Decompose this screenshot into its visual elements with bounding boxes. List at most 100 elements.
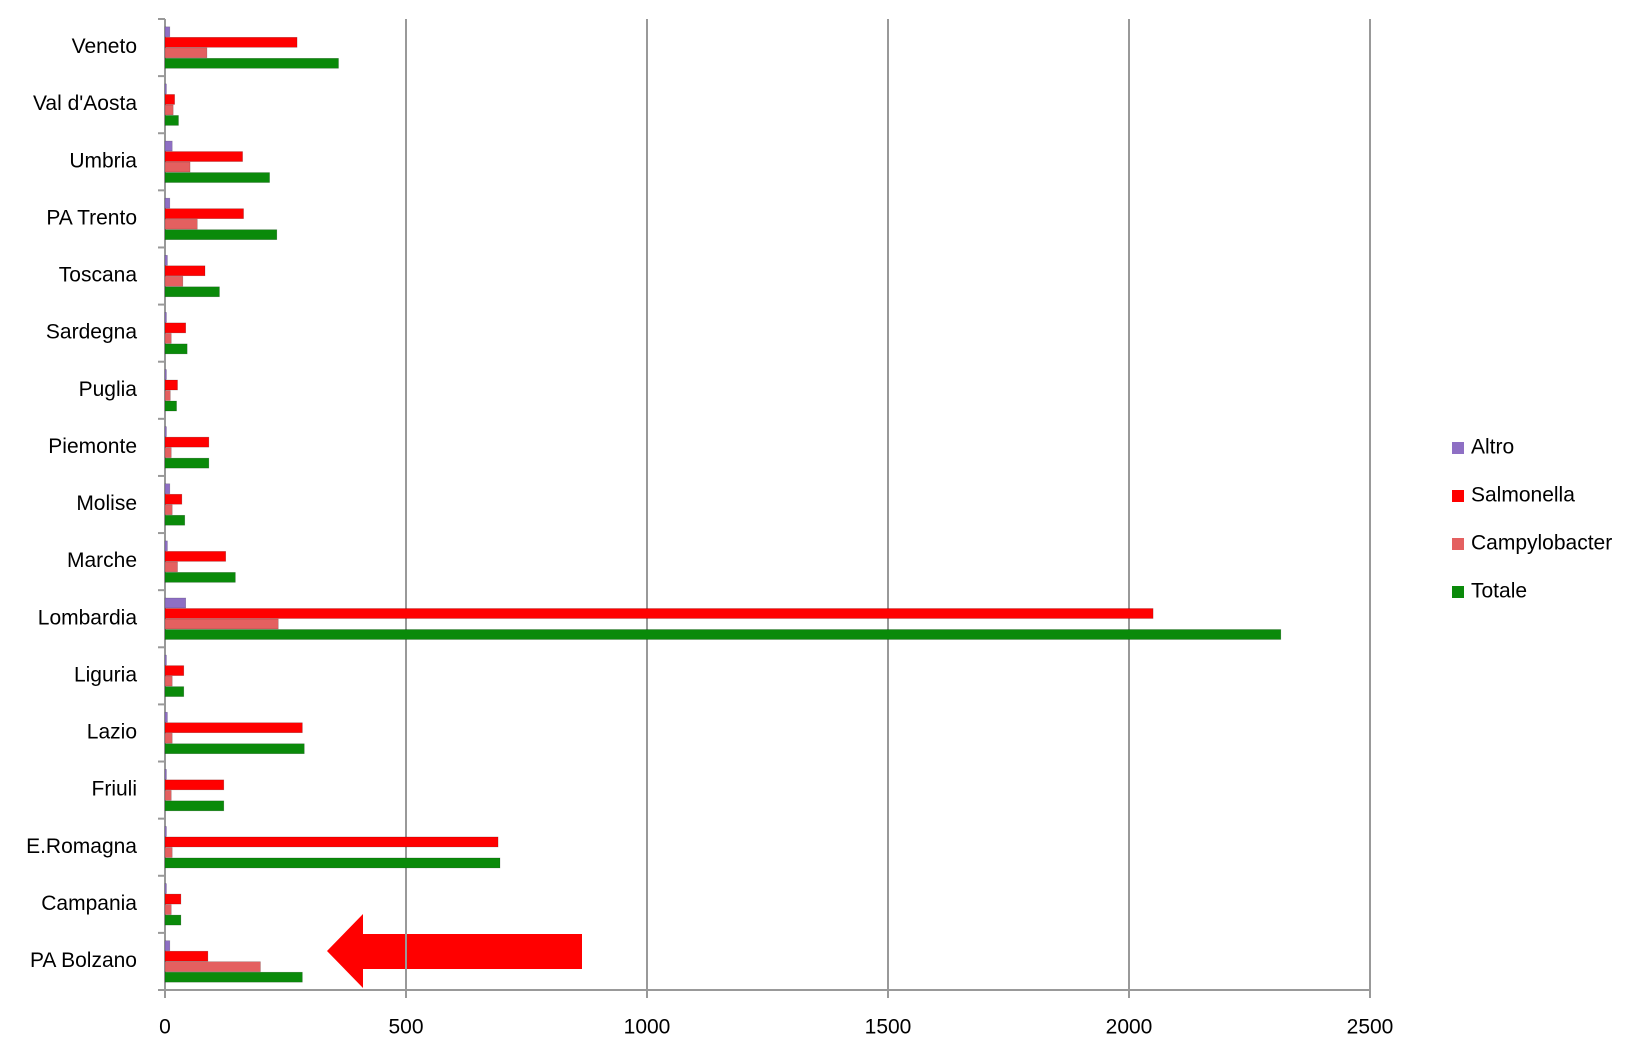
bar [164, 140, 173, 152]
bar [164, 426, 167, 437]
bar [164, 800, 225, 812]
bar [164, 172, 270, 183]
y-tick-label: E.Romagna [26, 835, 137, 858]
grid [405, 19, 1371, 990]
bar [164, 893, 182, 905]
bar [164, 572, 236, 583]
bar [164, 343, 188, 355]
y-tick-label: Campania [41, 892, 137, 915]
bar [164, 457, 210, 469]
legend-label: Altro [1471, 436, 1514, 459]
bar [164, 493, 183, 505]
bar [164, 665, 185, 676]
bar [164, 629, 1282, 640]
legend-swatch [1452, 586, 1464, 598]
bar [164, 390, 171, 401]
y-tick-label: Liguria [74, 663, 137, 686]
bar [164, 333, 172, 344]
bar [164, 790, 172, 801]
bar [164, 618, 279, 630]
bar [164, 115, 179, 126]
x-tick-label: 2500 [1347, 1016, 1394, 1039]
bar [164, 265, 206, 277]
legend-swatch [1452, 442, 1464, 454]
bar [164, 47, 208, 59]
bar [164, 400, 177, 412]
legend-label: Salmonella [1471, 484, 1575, 507]
bar [164, 654, 167, 666]
bar [164, 197, 171, 209]
y-tick-label: Puglia [79, 378, 138, 401]
bar [164, 514, 186, 526]
x-tick-label: 0 [159, 1016, 171, 1039]
bar [164, 312, 167, 323]
y-tick-label: Umbria [69, 149, 137, 172]
bar [164, 379, 178, 391]
bar [164, 743, 305, 755]
bar [164, 914, 182, 926]
bar [164, 826, 167, 837]
bar [164, 711, 168, 723]
bar [164, 551, 227, 562]
legend-label: Totale [1471, 580, 1527, 603]
y-tick-label: Veneto [72, 35, 137, 58]
bar [164, 769, 167, 780]
bar [164, 940, 171, 951]
bar [164, 883, 167, 894]
bar [164, 971, 303, 983]
bar [164, 436, 210, 448]
y-tick-label: Toscana [59, 264, 138, 287]
bar [164, 104, 174, 116]
bar [164, 286, 220, 298]
bar [164, 950, 209, 962]
bar [164, 597, 187, 609]
bar [164, 686, 185, 697]
bar [164, 504, 173, 516]
bar [164, 447, 172, 458]
bar [164, 961, 261, 972]
y-tick-label: Val d'Aosta [33, 92, 137, 115]
bar [164, 779, 225, 791]
legend-label: Campylobacter [1471, 532, 1612, 555]
bar [164, 722, 303, 734]
bar [164, 151, 243, 162]
y-tick-label: Sardegna [46, 321, 137, 344]
bar [164, 322, 187, 334]
x-tick-label: 500 [388, 1016, 423, 1039]
bar [164, 836, 499, 848]
bar [164, 540, 168, 552]
bar [164, 561, 178, 573]
bar [164, 229, 278, 240]
y-tick-label: PA Bolzano [30, 949, 137, 972]
y-tick-label: Lombardia [38, 606, 138, 629]
x-tick-label: 2000 [1106, 1016, 1153, 1039]
legend-swatch [1452, 490, 1464, 502]
bar [164, 208, 244, 219]
y-tick-label: Friuli [92, 778, 138, 801]
bar [164, 857, 501, 869]
bar [164, 904, 172, 915]
bar [164, 275, 184, 287]
bar [164, 37, 298, 48]
x-tick-label: 1500 [865, 1016, 912, 1039]
y-tick-label: Piemonte [48, 435, 137, 458]
bar [164, 608, 1154, 619]
bar [164, 26, 171, 38]
arrow [327, 914, 582, 988]
x-tick-label: 1000 [624, 1016, 671, 1039]
y-tick-label: Molise [76, 492, 137, 515]
bar [164, 732, 173, 744]
bar [164, 161, 191, 173]
bar [164, 94, 175, 105]
bar [164, 847, 173, 858]
y-tick-label: PA Trento [46, 206, 137, 229]
bar [164, 58, 339, 69]
legend-swatch [1452, 538, 1464, 550]
bar [164, 675, 173, 687]
bar [164, 483, 171, 495]
y-tick-label: Lazio [87, 721, 137, 744]
bar [164, 218, 198, 230]
bar [164, 254, 168, 266]
y-tick-label: Marche [67, 549, 137, 572]
